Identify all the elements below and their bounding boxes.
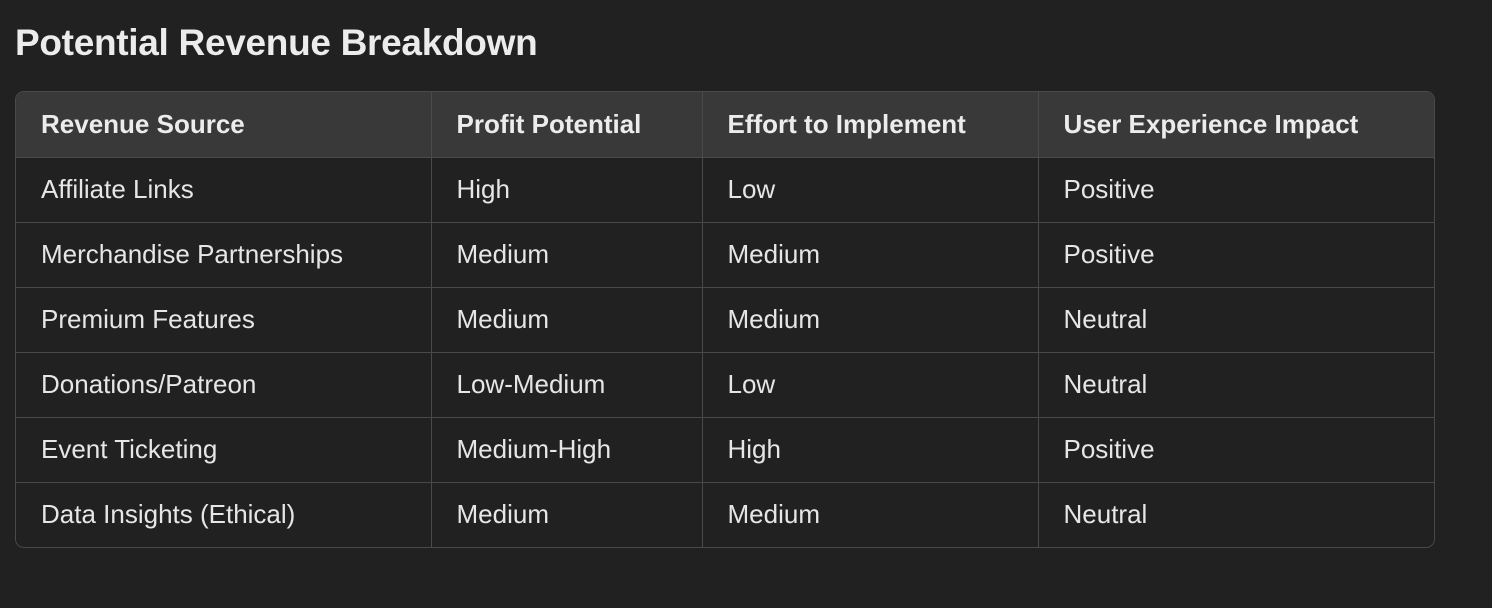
table-cell: Medium	[702, 222, 1039, 288]
table-cell: Positive	[1038, 157, 1434, 223]
revenue-table-container: Revenue Source Profit Potential Effort t…	[15, 91, 1435, 548]
table-cell: Premium Features	[16, 287, 432, 353]
table-cell: High	[431, 157, 703, 223]
table-row: Data Insights (Ethical) Medium Medium Ne…	[16, 482, 1434, 547]
table-row: Event Ticketing Medium-High High Positiv…	[16, 417, 1434, 483]
table-cell: Event Ticketing	[16, 417, 432, 483]
table-cell: Low	[702, 157, 1039, 223]
table-cell: Neutral	[1038, 352, 1434, 418]
table-cell: High	[702, 417, 1039, 483]
table-header: Revenue Source Profit Potential Effort t…	[16, 92, 1434, 158]
table-cell: Medium-High	[431, 417, 703, 483]
column-header-profit-potential: Profit Potential	[431, 92, 703, 158]
table-cell: Low-Medium	[431, 352, 703, 418]
table-header-row: Revenue Source Profit Potential Effort t…	[16, 92, 1434, 158]
table-cell: Low	[702, 352, 1039, 418]
table-cell: Positive	[1038, 417, 1434, 483]
table-cell: Donations/Patreon	[16, 352, 432, 418]
table-cell: Medium	[431, 482, 703, 547]
page-title: Potential Revenue Breakdown	[15, 22, 538, 63]
table-row: Premium Features Medium Medium Neutral	[16, 287, 1434, 353]
table-cell: Medium	[431, 287, 703, 353]
table-row: Donations/Patreon Low-Medium Low Neutral	[16, 352, 1434, 418]
table-cell: Medium	[702, 482, 1039, 547]
column-header-effort-to-implement: Effort to Implement	[702, 92, 1039, 158]
table-row: Affiliate Links High Low Positive	[16, 157, 1434, 223]
table-cell: Positive	[1038, 222, 1434, 288]
table-cell: Data Insights (Ethical)	[16, 482, 432, 547]
table-cell: Medium	[702, 287, 1039, 353]
table-body: Affiliate Links High Low Positive Mercha…	[16, 157, 1434, 547]
table-cell: Merchandise Partnerships	[16, 222, 432, 288]
table-cell: Neutral	[1038, 482, 1434, 547]
column-header-user-experience-impact: User Experience Impact	[1038, 92, 1434, 158]
column-header-revenue-source: Revenue Source	[16, 92, 432, 158]
table-cell: Medium	[431, 222, 703, 288]
table-cell: Affiliate Links	[16, 157, 432, 223]
table-row: Merchandise Partnerships Medium Medium P…	[16, 222, 1434, 288]
revenue-table: Revenue Source Profit Potential Effort t…	[16, 92, 1434, 547]
table-cell: Neutral	[1038, 287, 1434, 353]
